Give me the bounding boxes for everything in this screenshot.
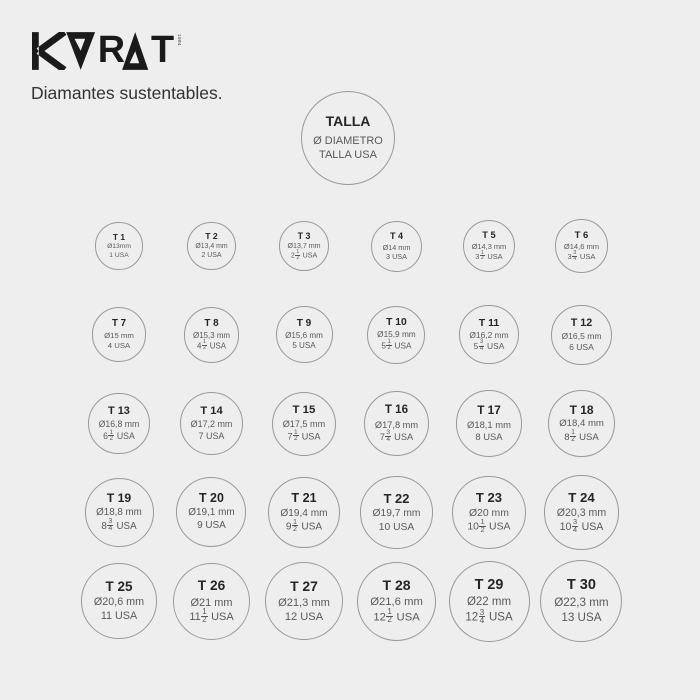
svg-text:T: T	[151, 32, 174, 70]
svg-text:R: R	[98, 32, 125, 70]
